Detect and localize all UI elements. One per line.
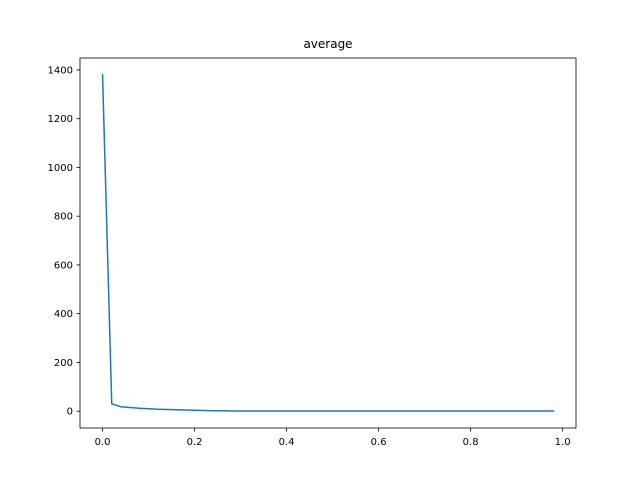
y-axis: 0 200 400 600 800 1000 1200 1400 xyxy=(48,65,80,418)
x-tick-label: 0.8 xyxy=(463,437,479,448)
x-axis: 0.0 0.2 0.4 0.6 0.8 1.0 xyxy=(95,428,571,448)
axes-frame xyxy=(79,57,577,429)
y-tick-label: 1000 xyxy=(48,163,73,174)
x-tick-label: 1.0 xyxy=(555,437,571,448)
y-tick-label: 600 xyxy=(54,260,73,271)
y-tick-label: 400 xyxy=(54,309,73,320)
chart-title: average xyxy=(303,37,352,51)
x-tick-label: 0.0 xyxy=(95,437,111,448)
x-tick-label: 0.4 xyxy=(279,437,295,448)
series-line xyxy=(101,74,555,412)
y-tick-label: 800 xyxy=(54,212,73,223)
y-tick-label: 1200 xyxy=(48,114,73,125)
y-tick-label: 200 xyxy=(54,358,73,369)
x-tick-label: 0.6 xyxy=(371,437,387,448)
y-tick-label: 0 xyxy=(67,407,73,418)
plot-area xyxy=(101,74,555,412)
y-tick-label: 1400 xyxy=(48,65,73,76)
x-tick-label: 0.2 xyxy=(187,437,203,448)
